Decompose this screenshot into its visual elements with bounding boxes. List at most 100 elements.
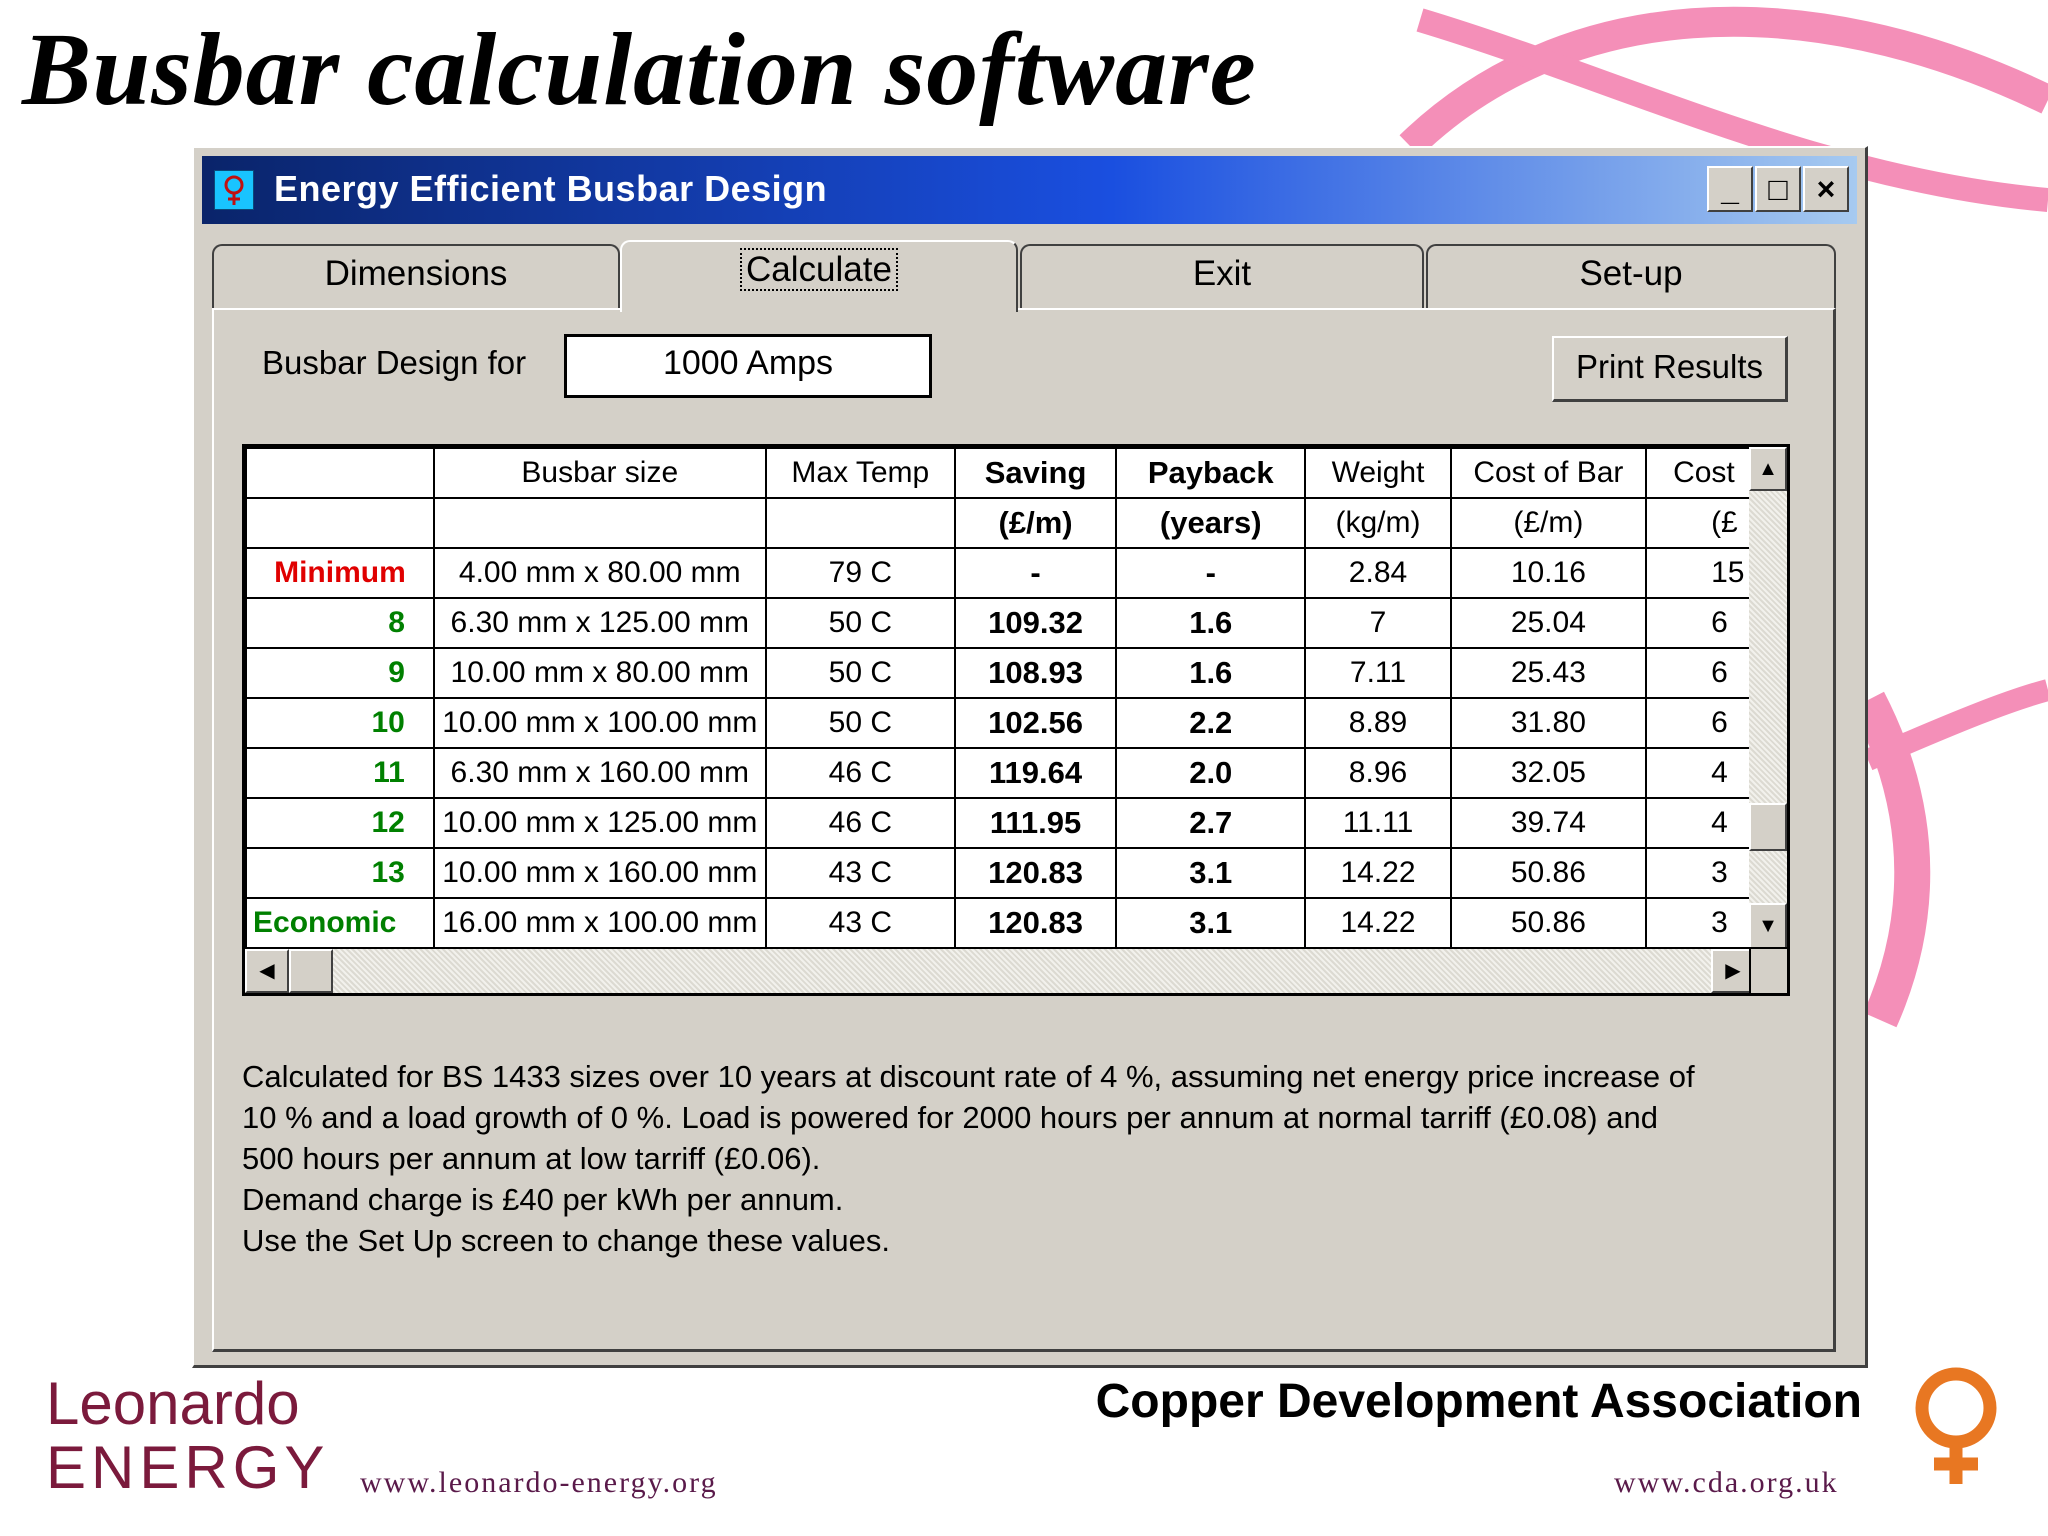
- payback-cell: 1.6: [1115, 647, 1307, 699]
- temp-cell: 43 C: [764, 847, 956, 899]
- payback-cell: -: [1115, 547, 1307, 599]
- cda-logo-icon: [1915, 1367, 1997, 1484]
- size-cell: 16.00 mm x 100.00 mm: [432, 897, 767, 949]
- cda-url[interactable]: www.cda.org.uk: [1614, 1466, 1839, 1499]
- tab-label: Calculate: [740, 248, 898, 291]
- saving-cell: 102.56: [953, 697, 1118, 749]
- app-window: Energy Efficient Busbar Design _ □ × Dim…: [192, 146, 1868, 1368]
- leonardo-url[interactable]: www.leonardo-energy.org: [360, 1466, 718, 1499]
- scroll-down-arrow-icon[interactable]: ▼: [1749, 903, 1787, 949]
- scroll-left-arrow-icon[interactable]: ◀: [245, 949, 289, 993]
- saving-cell: 119.64: [953, 747, 1118, 799]
- header-cell: Saving: [953, 447, 1118, 499]
- header-cell: Max Temp: [764, 447, 956, 499]
- weight-cell: 8.96: [1304, 747, 1452, 799]
- table-row[interactable]: 8 6.30 mm x 125.00 mm 50 C 109.32 1.6 7 …: [245, 597, 1755, 649]
- maximize-button[interactable]: □: [1755, 166, 1801, 212]
- cost-bar-cell: 25.43: [1449, 647, 1648, 699]
- payback-cell: 3.1: [1115, 847, 1307, 899]
- note-line: 10 % and a load growth of 0 %. Load is p…: [242, 1100, 1658, 1135]
- vertical-scrollbar[interactable]: ▲ ▼: [1749, 447, 1787, 949]
- row-label: 12: [245, 797, 435, 849]
- title-bar[interactable]: Energy Efficient Busbar Design _ □ ×: [202, 156, 1857, 224]
- header-cell: Cost of Bar: [1449, 447, 1648, 499]
- size-cell: 6.30 mm x 125.00 mm: [432, 597, 767, 649]
- size-cell: 4.00 mm x 80.00 mm: [432, 547, 767, 599]
- horizontal-scrollbar[interactable]: ◀ ▶: [245, 947, 1755, 993]
- cost-cell: 15: [1645, 547, 1755, 599]
- unit-cell: (£/m): [953, 497, 1118, 549]
- close-button[interactable]: ×: [1803, 166, 1849, 212]
- grid-viewport: Busbar size Max Temp Saving Payback Weig…: [245, 447, 1755, 949]
- amps-field[interactable]: 1000 Amps: [564, 334, 932, 398]
- scroll-up-arrow-icon[interactable]: ▲: [1749, 447, 1787, 491]
- energy-text: ENERGY: [46, 1434, 330, 1501]
- header-cell: Cost: [1645, 447, 1755, 499]
- tab-exit[interactable]: Exit: [1020, 244, 1424, 308]
- unit-cell: [764, 497, 956, 549]
- row-label: 8: [245, 597, 435, 649]
- header-cell: [245, 447, 435, 499]
- table-row[interactable]: 10 10.00 mm x 100.00 mm 50 C 102.56 2.2 …: [245, 697, 1755, 749]
- cost-bar-cell: 25.04: [1449, 597, 1648, 649]
- scroll-corner: [1749, 947, 1787, 993]
- cost-bar-cell: 50.86: [1449, 897, 1648, 949]
- weight-cell: 11.11: [1304, 797, 1452, 849]
- unit-cell: (£: [1645, 497, 1755, 549]
- unit-cell: [432, 497, 767, 549]
- row-label: Minimum: [245, 547, 435, 599]
- size-cell: 6.30 mm x 160.00 mm: [432, 747, 767, 799]
- slide-title: Busbar calculation software: [22, 12, 1257, 127]
- table-row[interactable]: 11 6.30 mm x 160.00 mm 46 C 119.64 2.0 8…: [245, 747, 1755, 799]
- table-row[interactable]: Minimum 4.00 mm x 80.00 mm 79 C - - 2.84…: [245, 547, 1755, 599]
- weight-cell: 14.22: [1304, 897, 1452, 949]
- note-line: Calculated for BS 1433 sizes over 10 yea…: [242, 1059, 1695, 1094]
- cost-bar-cell: 31.80: [1449, 697, 1648, 749]
- unit-cell: (kg/m): [1304, 497, 1452, 549]
- saving-cell: 120.83: [953, 897, 1118, 949]
- table-row[interactable]: 12 10.00 mm x 125.00 mm 46 C 111.95 2.7 …: [245, 797, 1755, 849]
- print-results-button[interactable]: Print Results: [1552, 336, 1788, 402]
- cost-bar-cell: 39.74: [1449, 797, 1648, 849]
- busbar-design-label: Busbar Design for: [262, 344, 527, 381]
- cost-cell: 3: [1645, 847, 1755, 899]
- table-row[interactable]: Economic 16.00 mm x 100.00 mm 43 C 120.8…: [245, 897, 1755, 949]
- temp-cell: 43 C: [764, 897, 956, 949]
- saving-cell: 120.83: [953, 847, 1118, 899]
- horizontal-scroll-thumb[interactable]: [289, 949, 333, 993]
- payback-cell: 2.2: [1115, 697, 1307, 749]
- note-line: Use the Set Up screen to change these va…: [242, 1223, 890, 1258]
- note-line: 500 hours per annum at low tarriff (£0.0…: [242, 1141, 821, 1176]
- unit-cell: (£/m): [1449, 497, 1648, 549]
- temp-cell: 79 C: [764, 547, 956, 599]
- header-row: Busbar size Max Temp Saving Payback Weig…: [245, 447, 1755, 499]
- weight-cell: 8.89: [1304, 697, 1452, 749]
- leonardo-text: Leonardo: [46, 1370, 300, 1437]
- tab-calculate[interactable]: Calculate: [620, 240, 1018, 312]
- tab-label: Exit: [1192, 254, 1252, 293]
- row-label: 10: [245, 697, 435, 749]
- size-cell: 10.00 mm x 80.00 mm: [432, 647, 767, 699]
- row-label: 9: [245, 647, 435, 699]
- tab-set-up[interactable]: Set-up: [1426, 244, 1836, 308]
- table-row[interactable]: 13 10.00 mm x 160.00 mm 43 C 120.83 3.1 …: [245, 847, 1755, 899]
- tab-dimensions[interactable]: Dimensions: [212, 244, 620, 308]
- scroll-right-arrow-icon[interactable]: ▶: [1711, 949, 1755, 993]
- tab-label: Dimensions: [324, 254, 508, 293]
- row-label: 11: [245, 747, 435, 799]
- payback-cell: 2.0: [1115, 747, 1307, 799]
- vertical-scroll-thumb[interactable]: [1749, 803, 1787, 851]
- venus-icon: [214, 170, 254, 210]
- size-cell: 10.00 mm x 125.00 mm: [432, 797, 767, 849]
- saving-cell: 109.32: [953, 597, 1118, 649]
- minimize-button[interactable]: _: [1707, 166, 1753, 212]
- table-row[interactable]: 9 10.00 mm x 80.00 mm 50 C 108.93 1.6 7.…: [245, 647, 1755, 699]
- row-label: Economic: [245, 897, 435, 949]
- saving-cell: 108.93: [953, 647, 1118, 699]
- weight-cell: 14.22: [1304, 847, 1452, 899]
- cost-bar-cell: 50.86: [1449, 847, 1648, 899]
- weight-cell: 2.84: [1304, 547, 1452, 599]
- cda-name: Copper Development Association: [1095, 1375, 1862, 1428]
- calculate-panel: [212, 308, 1836, 1352]
- size-cell: 10.00 mm x 100.00 mm: [432, 697, 767, 749]
